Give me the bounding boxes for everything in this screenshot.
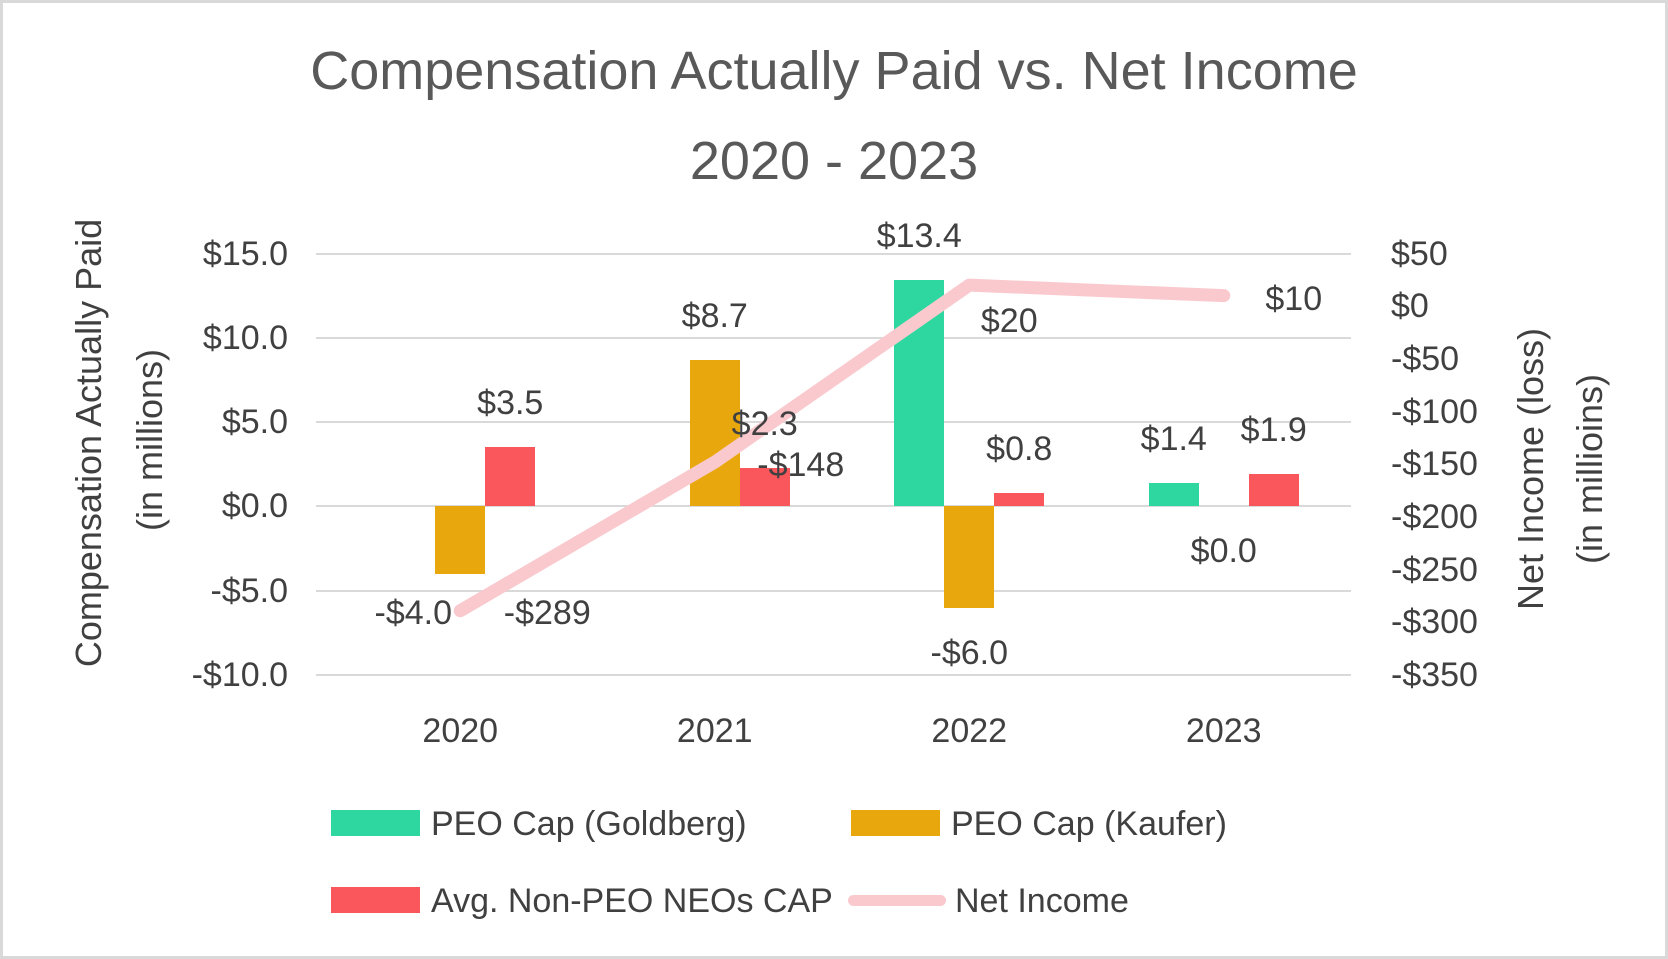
data-label-avg-non-peo-neos-cap: $2.3 — [731, 404, 798, 443]
right-axis-tick-label: -$350 — [1391, 656, 1478, 694]
bar-avg-non-peo-neos-cap[interactable] — [485, 447, 536, 507]
left-axis-tick-label: -$5.0 — [210, 571, 289, 610]
bar-peo-cap-goldberg[interactable] — [894, 280, 945, 507]
bar-peo-cap-kaufer[interactable] — [944, 506, 995, 608]
gridline — [316, 589, 1351, 592]
right-axis-tick-label: -$100 — [1391, 392, 1478, 431]
data-label-peo-cap-kaufer: -$6.0 — [930, 633, 1009, 672]
left-axis-tick-label: $10.0 — [202, 318, 288, 357]
right-axis-tick-label: -$50 — [1391, 339, 1460, 378]
legend-label-peo-cap-kaufer[interactable]: PEO Cap (Kaufer) — [951, 805, 1227, 843]
left-axis-tick-label: -$10.0 — [191, 656, 288, 694]
data-label-peo-cap-goldberg: $1.4 — [1140, 419, 1207, 458]
right-axis-tick-label: -$200 — [1391, 497, 1478, 536]
left-axis-tick-label: $0.0 — [221, 487, 288, 526]
right-axis-title-line2: (in millioins) — [1569, 373, 1610, 565]
bar-avg-non-peo-neos-cap[interactable] — [994, 492, 1045, 507]
gridline — [316, 674, 1351, 676]
left-axis-tick-label: $5.0 — [221, 403, 288, 442]
x-axis-label: 2020 — [422, 712, 499, 750]
data-label-net-income: -$289 — [503, 593, 591, 632]
data-label-peo-cap-kaufer: $0.0 — [1190, 532, 1257, 571]
data-label-net-income: $20 — [980, 302, 1038, 341]
data-label-peo-cap-kaufer: -$4.0 — [374, 593, 453, 632]
data-label-avg-non-peo-neos-cap: $3.5 — [477, 384, 544, 423]
chart-title-line2: 2020 - 2023 — [689, 131, 979, 191]
x-axis-label: 2022 — [931, 712, 1008, 750]
legend-swatch-peo-cap-goldberg[interactable] — [331, 810, 420, 836]
x-axis-label: 2023 — [1185, 712, 1262, 750]
gridline — [316, 336, 1351, 339]
data-label-net-income: -$148 — [757, 446, 845, 485]
x-axis-label: 2021 — [676, 712, 753, 750]
bar-peo-cap-kaufer[interactable] — [435, 506, 486, 574]
right-axis-tick-label: -$250 — [1391, 550, 1478, 589]
right-axis-tick-label: $50 — [1391, 234, 1448, 273]
right-axis-tick-label: -$300 — [1391, 603, 1478, 642]
chart-title-line1: Compensation Actually Paid vs. Net Incom… — [310, 41, 1358, 101]
legend-label-net-income[interactable]: Net Income — [955, 882, 1129, 920]
legend-label-avg-non-peo-neos-cap[interactable]: Avg. Non-PEO NEOs CAP — [431, 882, 833, 920]
bar-avg-non-peo-neos-cap[interactable] — [1248, 474, 1299, 507]
legend-label-peo-cap-goldberg[interactable]: PEO Cap (Goldberg) — [431, 805, 747, 843]
data-label-net-income: $10 — [1265, 279, 1323, 318]
data-label-peo-cap-kaufer: $8.7 — [681, 296, 748, 335]
bar-peo-cap-goldberg[interactable] — [1148, 482, 1199, 507]
left-axis-tick-label: $15.0 — [202, 234, 288, 273]
legend-swatch-peo-cap-kaufer[interactable] — [851, 810, 940, 836]
legend-swatch-avg-non-peo-neos-cap[interactable] — [331, 887, 420, 913]
right-axis-tick-label: $0 — [1391, 287, 1429, 326]
data-label-peo-cap-goldberg: $13.4 — [876, 217, 962, 256]
gridline — [316, 252, 1351, 255]
right-axis-tick-label: -$150 — [1391, 445, 1478, 484]
data-label-avg-non-peo-neos-cap: $0.8 — [986, 429, 1053, 468]
data-label-avg-non-peo-neos-cap: $1.9 — [1240, 411, 1307, 450]
legend-swatch-net-income[interactable] — [848, 895, 946, 906]
